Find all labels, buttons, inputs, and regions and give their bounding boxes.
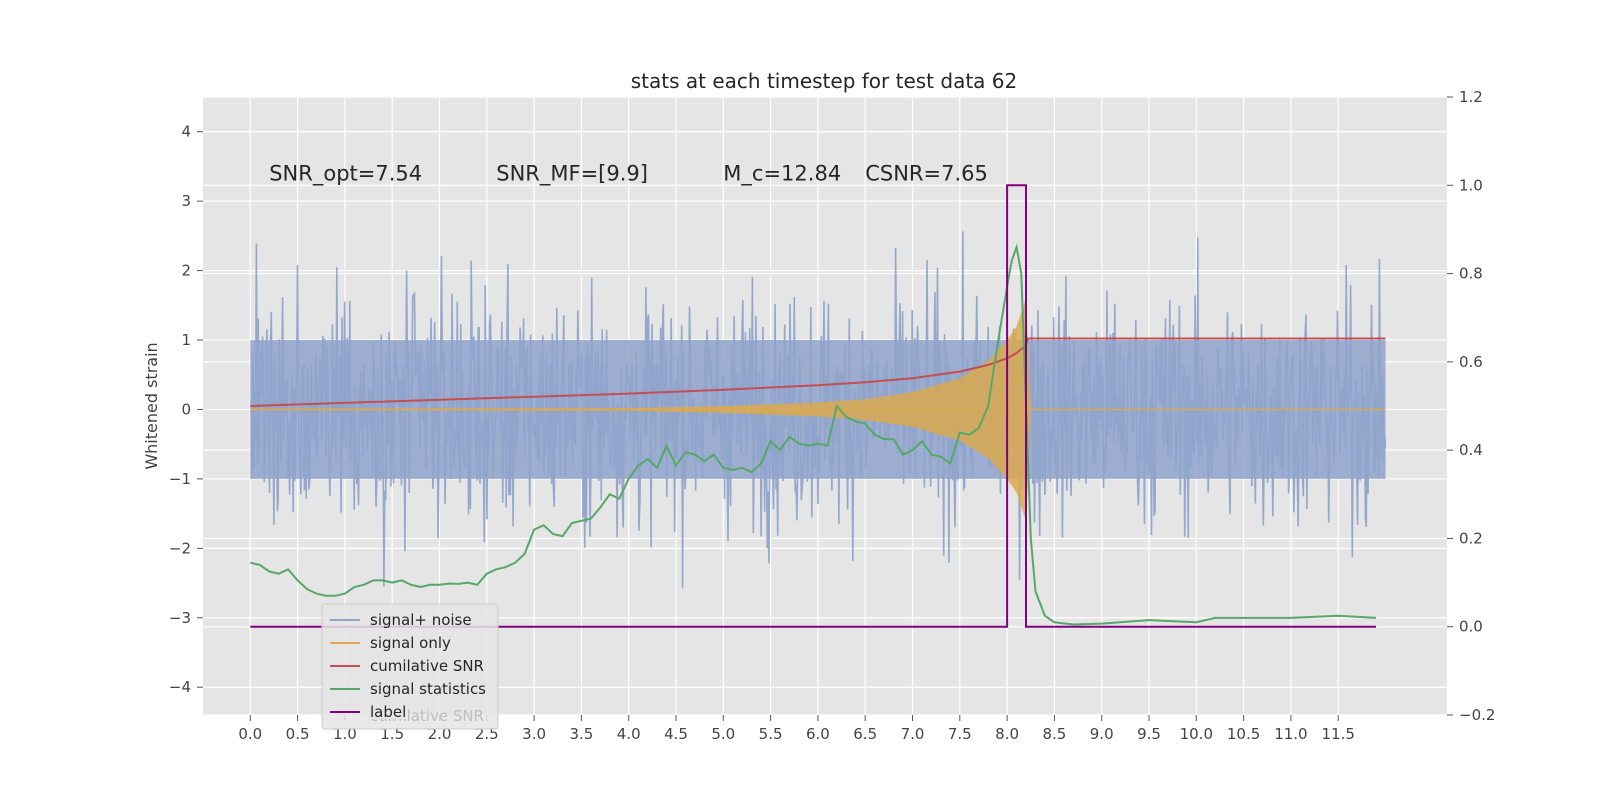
legend-box — [321, 603, 499, 730]
x-tick-label: 9.5 — [1137, 725, 1161, 743]
y-tick-label: 3 — [181, 192, 191, 210]
legend-label: signal statistics — [370, 680, 486, 698]
x-tick-label: 7.5 — [948, 725, 972, 743]
x-tick-label: 11.0 — [1274, 725, 1307, 743]
annotation-2: M_c=12.84 — [723, 161, 841, 186]
x-tick-label: 0.5 — [286, 725, 310, 743]
legend-label: label — [370, 703, 406, 721]
y2-tick-label: −0.2 — [1459, 706, 1495, 724]
x-tick-label: 4.0 — [617, 725, 641, 743]
legend-label: signal only — [370, 634, 451, 652]
x-tick-label: 0.0 — [238, 725, 262, 743]
series-signal-statistics — [250, 243, 1377, 626]
axes: 0.0 0.5 1.0 1.5 2.0 2.5 3.0 3.5 4.0 4.5 5.0 5.5 6.0 6… — [169, 88, 1496, 743]
y-tick-label: 2 — [181, 262, 191, 280]
y2-tick-label: 0.4 — [1459, 441, 1483, 459]
x-tick-label: 5.0 — [711, 725, 735, 743]
x-tick-label: 10.0 — [1180, 725, 1213, 743]
annotation-0: SNR_opt=7.54 — [269, 161, 422, 186]
x-tick-label: 7.0 — [901, 725, 925, 743]
x-tick-label: 10.5 — [1227, 725, 1260, 743]
y-tick-label: −1 — [169, 470, 191, 488]
y-axis-label: Whitened strain — [142, 342, 161, 469]
x-tick-label: 3.5 — [569, 725, 593, 743]
y2-tick-label: 0.8 — [1459, 265, 1483, 283]
x-tick-label: 8.0 — [995, 725, 1019, 743]
y2-tick-label: 1.0 — [1459, 176, 1483, 194]
y-tick-label: 0 — [181, 400, 191, 418]
legend-label: cumilative SNR — [370, 657, 484, 675]
plot-area — [249, 184, 1387, 628]
legend-label-bg — [368, 701, 408, 719]
x-tick-label: 4.5 — [664, 725, 688, 743]
y-tick-label: −4 — [169, 678, 191, 696]
y-tick-label: −3 — [169, 609, 191, 627]
x-tick-label: 8.5 — [1042, 725, 1066, 743]
annotations: SNR_opt=7.54 SNR_MF=[9.9] M_c=12.84 CSNR=7.… — [269, 161, 988, 186]
y2-tick-label: 0.2 — [1459, 529, 1483, 547]
y-tick-label: 1 — [181, 331, 191, 349]
series-cumilative-snr — [250, 337, 1386, 407]
x-tick-label: 3.0 — [522, 725, 546, 743]
series-label — [250, 184, 1376, 628]
y2-tick-label: 0.0 — [1459, 618, 1483, 636]
x-tick-label: 9.0 — [1090, 725, 1114, 743]
y-tick-label: 4 — [181, 123, 191, 141]
annotation-1: SNR_MF=[9.9] — [496, 161, 648, 186]
x-tick-label: 11.5 — [1322, 725, 1355, 743]
x-tick-label: 5.5 — [759, 725, 783, 743]
x-tick-label: 6.0 — [806, 725, 830, 743]
x-tick-label: 6.5 — [853, 725, 877, 743]
y2-tick-label: 0.6 — [1459, 353, 1483, 371]
y-tick-label: −2 — [169, 539, 191, 557]
legend-label: signal+ noise — [370, 611, 472, 629]
annotation-3: CSNR=7.65 — [865, 161, 988, 185]
chart-title: stats at each timestep for test data 62 — [631, 69, 1017, 93]
y2-tick-label: 1.2 — [1459, 88, 1483, 106]
